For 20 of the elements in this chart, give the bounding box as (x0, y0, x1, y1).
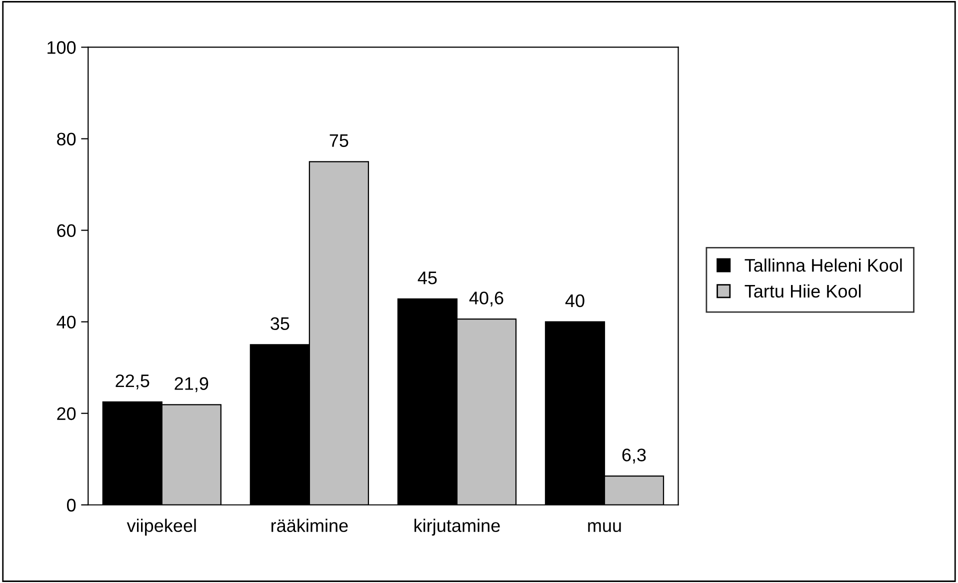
data-label: 75 (330, 134, 348, 147)
data-label: 6,3 (622, 448, 646, 464)
legend-label: Tallinna Heleni Kool (744, 258, 902, 272)
y-tick-label: 100 (48, 41, 76, 54)
data-label: 40,6 (469, 292, 504, 307)
x-tick-label: rääkimine (272, 518, 348, 532)
data-label: 40 (565, 294, 584, 308)
x-tick-label: kirjutamine (414, 518, 500, 536)
y-tick-label: 80 (57, 132, 76, 146)
legend-label: Tartu Hiie Kool (744, 284, 861, 298)
data-label: 22,5 (116, 374, 150, 390)
y-tick-label: 0 (66, 498, 76, 512)
y-tick-label: 40 (56, 316, 76, 329)
data-label: 45 (418, 272, 437, 284)
data-label: 21,9 (174, 377, 208, 392)
data-label: 35 (270, 317, 290, 330)
x-tick-label: viipekeel (126, 518, 196, 536)
x-tick-label: muu (588, 522, 621, 532)
y-tick-label: 20 (57, 407, 76, 420)
y-tick-label: 60 (57, 224, 76, 238)
